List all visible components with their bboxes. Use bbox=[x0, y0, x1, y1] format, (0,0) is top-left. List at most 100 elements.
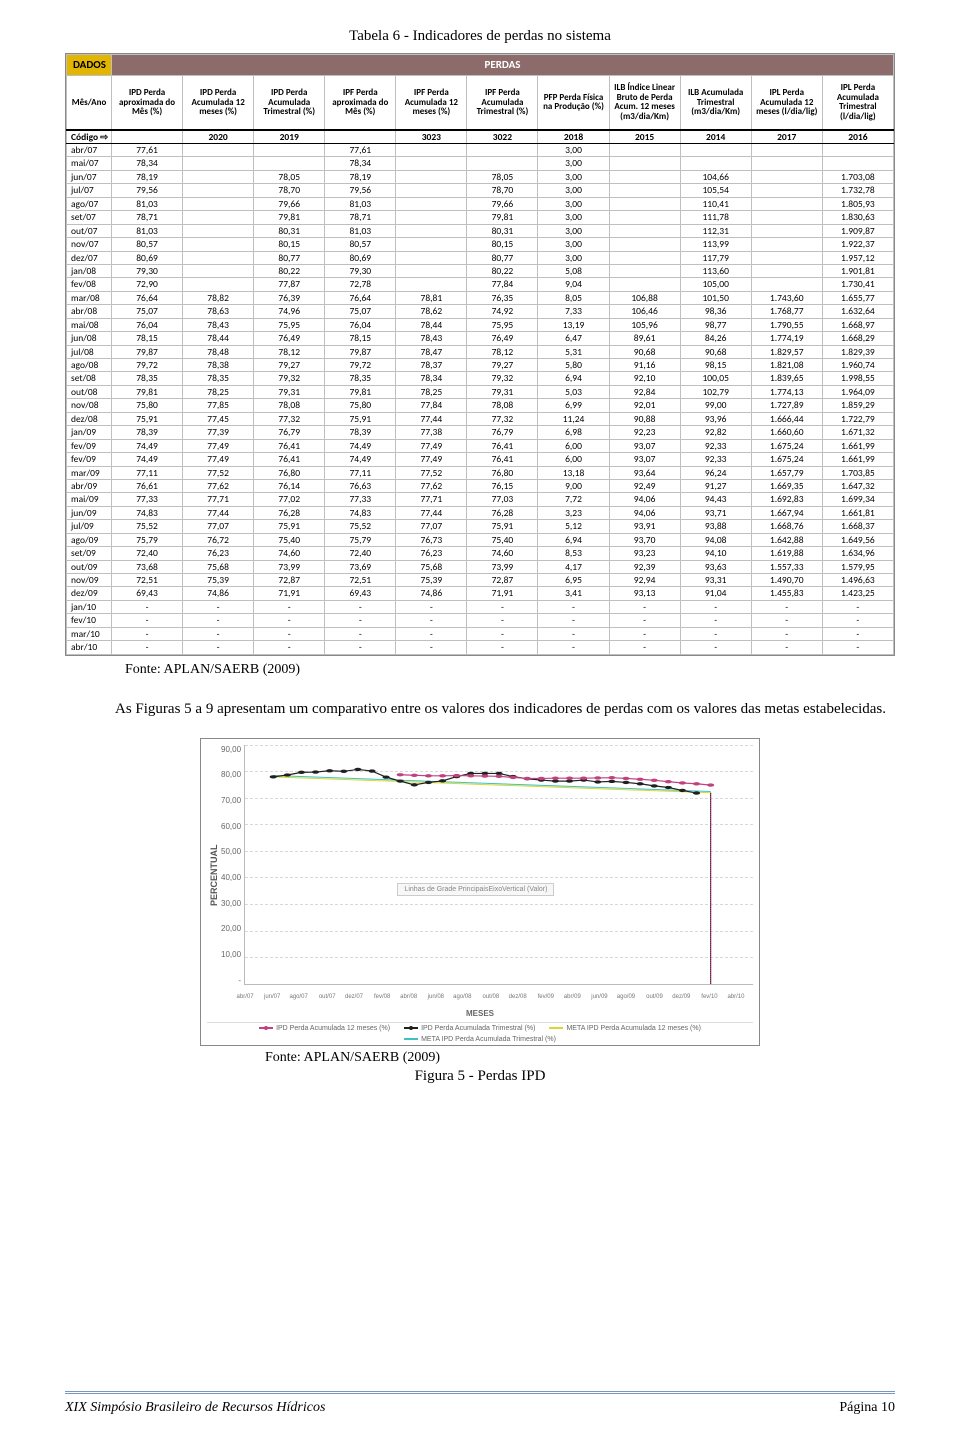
value-cell: 93,63 bbox=[680, 560, 751, 573]
value-cell: 111,78 bbox=[680, 211, 751, 224]
value-cell: 79,56 bbox=[112, 184, 183, 197]
value-cell: 77,45 bbox=[183, 412, 254, 425]
value-cell: 6,95 bbox=[538, 574, 609, 587]
value-cell bbox=[183, 144, 254, 157]
value-cell: 93,64 bbox=[609, 466, 680, 479]
value-cell: 77,52 bbox=[396, 466, 467, 479]
value-cell: 7,33 bbox=[538, 305, 609, 318]
value-cell bbox=[396, 144, 467, 157]
value-cell: 1.768,77 bbox=[751, 305, 822, 318]
value-cell: 71,91 bbox=[254, 587, 325, 600]
value-cell bbox=[680, 144, 751, 157]
mes-cell: mar/08 bbox=[67, 291, 112, 304]
x-tick: ago/07 bbox=[290, 994, 308, 1000]
value-cell: 92,23 bbox=[609, 426, 680, 439]
value-cell: 79,30 bbox=[112, 264, 183, 277]
chart-legend: IPD Perda Acumulada 12 meses (%)IPD Perd… bbox=[207, 1022, 753, 1043]
value-cell: 80,77 bbox=[467, 251, 538, 264]
mes-cell: jun/09 bbox=[67, 506, 112, 519]
value-cell: - bbox=[680, 627, 751, 640]
value-cell: - bbox=[467, 641, 538, 654]
value-cell: 1.901,81 bbox=[822, 264, 893, 277]
legend-item: IPD Perda Acumulada Trimestral (%) bbox=[404, 1025, 535, 1032]
value-cell: 3,41 bbox=[538, 587, 609, 600]
mes-cell: out/09 bbox=[67, 560, 112, 573]
mes-cell: fev/10 bbox=[67, 614, 112, 627]
y-tick: 40,00 bbox=[221, 873, 241, 882]
value-cell: 94,06 bbox=[609, 506, 680, 519]
value-cell: 76,80 bbox=[467, 466, 538, 479]
value-cell: 1.909,87 bbox=[822, 224, 893, 237]
value-cell: - bbox=[467, 627, 538, 640]
value-cell: 89,61 bbox=[609, 332, 680, 345]
value-cell: 76,79 bbox=[254, 426, 325, 439]
value-cell: 6,94 bbox=[538, 533, 609, 546]
value-cell: 77,71 bbox=[396, 493, 467, 506]
value-cell: 94,10 bbox=[680, 547, 751, 560]
value-cell: 75,40 bbox=[467, 533, 538, 546]
table-row: ago/0975,7976,7275,4075,7976,7375,406,94… bbox=[67, 533, 894, 546]
value-cell: 1.703,85 bbox=[822, 466, 893, 479]
value-cell bbox=[609, 144, 680, 157]
value-cell: 77,39 bbox=[183, 426, 254, 439]
value-cell: - bbox=[680, 600, 751, 613]
value-cell: 78,34 bbox=[325, 157, 396, 170]
value-cell: 93,31 bbox=[680, 574, 751, 587]
value-cell: 1.790,55 bbox=[751, 318, 822, 331]
codigo-cell: 2016 bbox=[822, 130, 893, 144]
value-cell: 78,35 bbox=[183, 372, 254, 385]
value-cell: - bbox=[112, 641, 183, 654]
value-cell: 80,57 bbox=[112, 238, 183, 251]
value-cell: - bbox=[751, 627, 822, 640]
value-cell: 93,88 bbox=[680, 520, 751, 533]
mes-cell: ago/07 bbox=[67, 197, 112, 210]
value-cell bbox=[396, 251, 467, 264]
value-cell: 77,71 bbox=[183, 493, 254, 506]
value-cell: 76,41 bbox=[467, 453, 538, 466]
value-cell: - bbox=[254, 600, 325, 613]
value-cell: 75,68 bbox=[183, 560, 254, 573]
value-cell: - bbox=[538, 614, 609, 627]
value-cell: 78,19 bbox=[112, 170, 183, 183]
mes-cell: jun/08 bbox=[67, 332, 112, 345]
value-cell: 76,41 bbox=[254, 453, 325, 466]
value-cell bbox=[751, 211, 822, 224]
value-cell: 78,70 bbox=[254, 184, 325, 197]
value-cell: 80,22 bbox=[467, 264, 538, 277]
mes-cell: abr/09 bbox=[67, 479, 112, 492]
x-tick: fev/10 bbox=[701, 994, 717, 1000]
value-cell: 76,41 bbox=[254, 439, 325, 452]
value-cell: - bbox=[183, 627, 254, 640]
value-cell: 93,91 bbox=[609, 520, 680, 533]
value-cell: 77,49 bbox=[396, 453, 467, 466]
value-cell: 92,01 bbox=[609, 399, 680, 412]
mes-cell: nov/09 bbox=[67, 574, 112, 587]
codigo-cell: 3022 bbox=[467, 130, 538, 144]
value-cell: 77,62 bbox=[396, 479, 467, 492]
col-header: IPL Perda Acumulada Trimestral (l/dia/li… bbox=[822, 76, 893, 130]
value-cell: - bbox=[396, 600, 467, 613]
codigo-cell bbox=[325, 130, 396, 144]
value-cell: 8,53 bbox=[538, 547, 609, 560]
value-cell: 1.692,83 bbox=[751, 493, 822, 506]
value-cell: - bbox=[396, 641, 467, 654]
value-cell: 1.922,37 bbox=[822, 238, 893, 251]
value-cell: 1.722,79 bbox=[822, 412, 893, 425]
value-cell: 72,40 bbox=[112, 547, 183, 560]
value-cell: 6,00 bbox=[538, 439, 609, 452]
codigo-cell: 2018 bbox=[538, 130, 609, 144]
mes-cell: set/09 bbox=[67, 547, 112, 560]
value-cell: - bbox=[112, 614, 183, 627]
y-tick: 20,00 bbox=[221, 924, 241, 933]
mes-cell: mar/09 bbox=[67, 466, 112, 479]
col-header: IPF Perda Acumulada Trimestral (%) bbox=[467, 76, 538, 130]
value-cell bbox=[751, 251, 822, 264]
value-cell bbox=[609, 184, 680, 197]
value-cell bbox=[183, 170, 254, 183]
mes-cell: out/07 bbox=[67, 224, 112, 237]
value-cell: 7,72 bbox=[538, 493, 609, 506]
mes-cell: jan/09 bbox=[67, 426, 112, 439]
value-cell: 1.703,08 bbox=[822, 170, 893, 183]
value-cell: 11,24 bbox=[538, 412, 609, 425]
value-cell: 75,39 bbox=[396, 574, 467, 587]
